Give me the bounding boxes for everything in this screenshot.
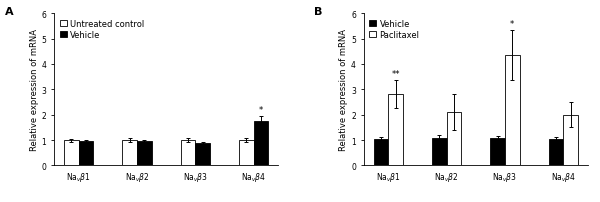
Text: **: ** (391, 70, 400, 79)
Bar (137, 142, 152, 166)
Bar (239, 140, 254, 166)
Bar (181, 140, 196, 166)
Bar (374, 139, 388, 166)
Text: B: B (314, 6, 323, 17)
Bar (432, 138, 446, 166)
Legend: Untreated control, Vehicle: Untreated control, Vehicle (58, 18, 146, 41)
Text: *: * (259, 105, 263, 114)
Y-axis label: Relative expression of mRNA: Relative expression of mRNA (30, 29, 39, 150)
Bar (388, 95, 403, 166)
Bar (563, 115, 578, 166)
Bar (446, 113, 461, 166)
Bar (254, 121, 268, 166)
Bar (122, 140, 137, 166)
Text: *: * (510, 20, 514, 28)
Y-axis label: Relative expression of mRNA: Relative expression of mRNA (340, 29, 349, 150)
Bar (79, 142, 94, 166)
Bar (64, 140, 79, 166)
Bar (196, 144, 210, 166)
Bar (505, 56, 520, 166)
Legend: Vehicle, Paclitaxel: Vehicle, Paclitaxel (368, 18, 421, 41)
Text: A: A (5, 6, 13, 17)
Bar (490, 138, 505, 166)
Bar (548, 139, 563, 166)
